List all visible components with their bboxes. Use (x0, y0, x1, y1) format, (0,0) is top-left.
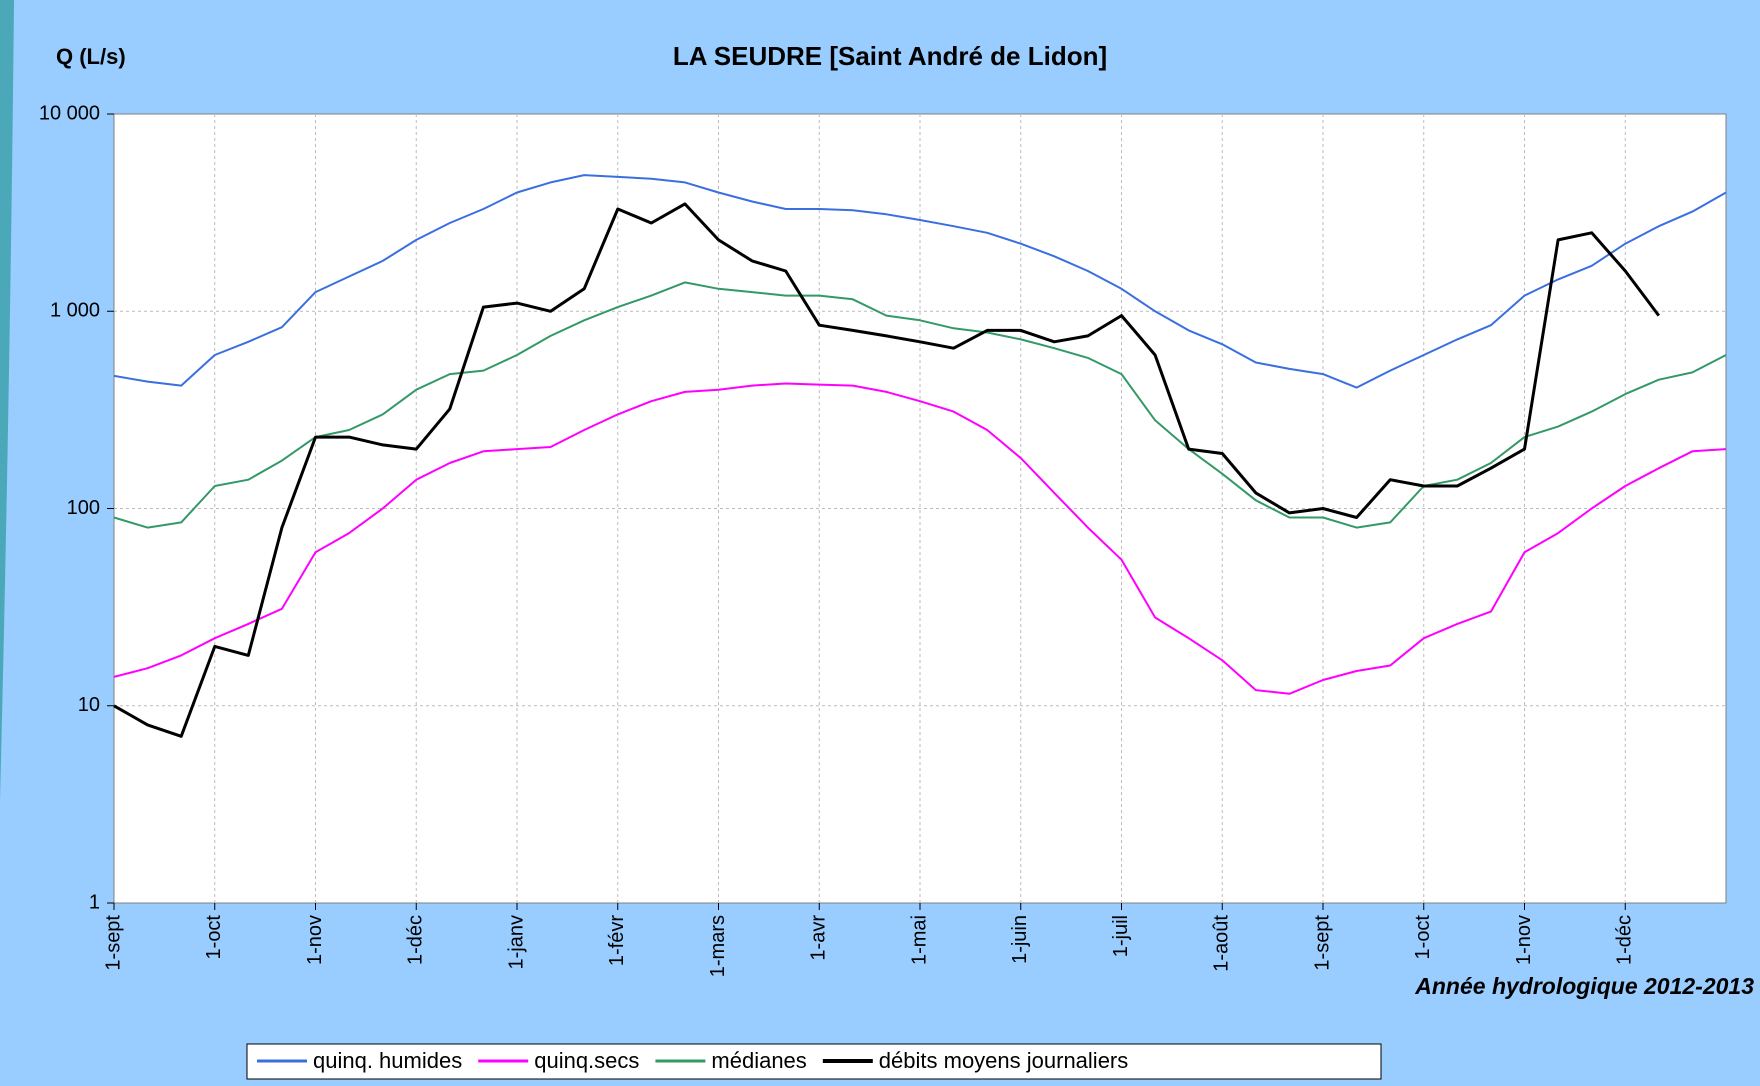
y-tick-label: 1 000 (50, 300, 100, 322)
x-tick-label: 1-déc (405, 915, 427, 965)
x-tick-label: 1-déc (1614, 915, 1636, 965)
y-tick-label: 10 000 (39, 102, 100, 124)
x-tick-label: 1-août (1211, 915, 1233, 972)
x-tick-label: 1-oct (1412, 915, 1434, 960)
chart-title: LA SEUDRE [Saint André de Lidon] (673, 41, 1107, 71)
y-tick-label: 1 (89, 891, 100, 913)
legend-label: quinq.secs (534, 1048, 639, 1073)
x-tick-label: 1-sept (1311, 915, 1333, 971)
legend-label: médianes (711, 1048, 806, 1073)
x-tick-label: 1-mars (707, 915, 729, 977)
y-axis-label: Q (L/s) (56, 44, 126, 69)
y-tick-label: 10 (78, 694, 100, 716)
x-tick-label: 1-avr (808, 915, 830, 961)
legend-label: débits moyens journaliers (879, 1048, 1128, 1073)
x-tick-label: 1-nov (304, 915, 326, 965)
x-tick-label: 1-juil (1110, 915, 1132, 957)
series-line (113, 202, 1660, 738)
annotation: Année hydrologique 2012-2013 (1414, 973, 1754, 999)
series-line (113, 174, 1727, 389)
x-tick-label: 1-mai (908, 915, 930, 965)
legend-box (246, 1043, 1382, 1080)
x-tick-label: 1-nov (1513, 915, 1535, 965)
y-tick-label: 100 (67, 497, 100, 519)
series-line (113, 382, 1727, 695)
x-tick-label: 1-févr (606, 915, 628, 966)
legend-label: quinq. humides (313, 1048, 462, 1073)
x-tick-label: 1-janv (505, 915, 527, 969)
decoration (0, 0, 14, 800)
x-tick-label: 1-sept (102, 915, 124, 971)
x-tick-label: 1-juin (1009, 915, 1031, 964)
series-line (113, 281, 1727, 529)
x-tick-label: 1-oct (203, 915, 225, 960)
